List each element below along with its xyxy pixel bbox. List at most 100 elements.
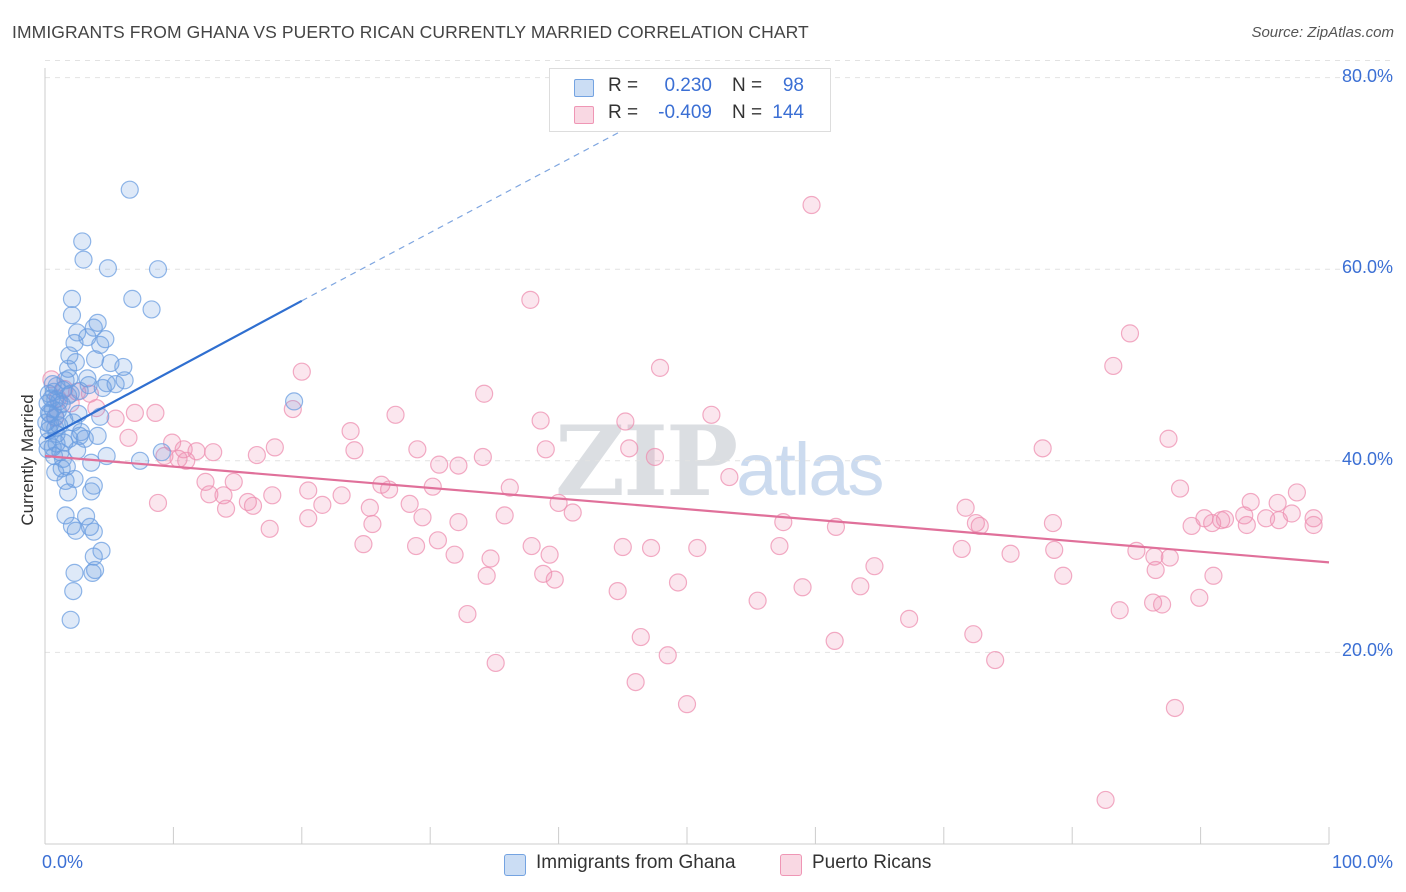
x-tick-label-min: 0.0% (42, 852, 84, 872)
puerto-rican-data-point (1304, 509, 1323, 528)
puerto-rican-data-point (1054, 566, 1073, 585)
ghana-data-point (73, 232, 92, 251)
puerto-rican-data-point (536, 440, 555, 459)
ghana-data-point (65, 563, 84, 582)
puerto-rican-data-point (1204, 566, 1223, 585)
puerto-rican-data-point (1160, 548, 1179, 567)
puerto-rican-data-point (292, 362, 311, 381)
legend-swatch (504, 854, 526, 876)
puerto-rican-data-point (406, 536, 426, 556)
puerto-rican-data-point (299, 509, 318, 528)
puerto-rican-data-point (345, 441, 364, 460)
puerto-rican-data-point (521, 290, 540, 309)
ghana-data-point (96, 330, 115, 349)
puerto-rican-data-point (477, 566, 496, 585)
puerto-rican-data-point (522, 536, 541, 556)
puerto-rican-data-point (534, 564, 553, 583)
puerto-rican-data-point (263, 486, 282, 505)
ghana-data-point (67, 323, 87, 342)
puerto-rican-data-point (851, 577, 870, 596)
puerto-rican-data-point (449, 456, 468, 475)
puerto-rican-data-point (964, 625, 983, 644)
stats-row-ghana: R = 0.230 N = 98 (550, 73, 830, 101)
puerto-rican-data-point (265, 438, 284, 457)
ghana-trend-extension (301, 129, 624, 302)
r-label: R = (608, 75, 639, 96)
puerto-rican-data-point (668, 573, 688, 592)
ghana-data-point (76, 507, 96, 526)
puerto-rican-data-point (688, 538, 707, 558)
puerto-rican-data-point (631, 627, 650, 647)
ghana-data-point (148, 260, 168, 279)
puerto-rican-trend-line (44, 454, 1330, 564)
ghana-data-point (60, 369, 79, 388)
puerto-rican-data-point (531, 411, 550, 430)
ghana-data-point (59, 359, 78, 378)
puerto-rican-data-point (260, 519, 279, 538)
puerto-rican-data-point (1146, 560, 1165, 580)
puerto-rican-data-point (1165, 698, 1185, 718)
ghana-data-point (130, 451, 150, 470)
puerto-rican-data-point (1304, 515, 1323, 535)
puerto-rican-data-point (650, 358, 670, 377)
puerto-rican-data-point (481, 549, 500, 568)
ghana-data-point (64, 581, 83, 601)
puerto-rican-data-point (283, 399, 302, 419)
ghana-data-point (284, 392, 304, 411)
ghana-data-point (38, 432, 57, 451)
stats-row-puerto-rican: R = -0.409 N = 144 (550, 100, 830, 128)
r-value: -0.409 (658, 102, 712, 123)
puerto-rican-data-point (363, 514, 382, 534)
legend-label: Puerto Ricans (812, 852, 932, 873)
puerto-rican-data-point (1045, 540, 1064, 559)
puerto-rican-data-point (1170, 479, 1190, 498)
ghana-data-point (84, 318, 103, 337)
puerto-rican-data-point (748, 591, 767, 610)
puerto-rican-data-point (449, 513, 468, 532)
puerto-rican-data-point (1104, 356, 1123, 376)
puerto-rican-data-point (146, 403, 165, 422)
ghana-data-point (50, 392, 69, 411)
puerto-rican-data-point (1287, 483, 1307, 502)
ghana-data-point (74, 250, 93, 269)
n-label: N = (732, 75, 763, 96)
puerto-rican-data-point (616, 412, 635, 431)
puerto-rican-data-point (486, 653, 505, 673)
puerto-rican-data-point (613, 537, 632, 557)
ghana-data-point (83, 563, 102, 582)
ghana-data-point (61, 610, 80, 629)
puerto-rican-data-point (956, 498, 975, 517)
puerto-rican-data-point (430, 455, 449, 474)
puerto-rican-data-point (1237, 515, 1256, 535)
ghana-data-point (62, 306, 82, 325)
y-tick-label: 20.0% (1341, 640, 1393, 661)
ghana-data-point (115, 371, 134, 390)
puerto-rican-data-point (770, 536, 789, 556)
puerto-rican-data-point (247, 445, 266, 465)
ghana-trend-line (44, 299, 303, 440)
puerto-rican-data-point (1159, 429, 1178, 448)
ghana-data-point (79, 376, 98, 395)
r-value: 0.230 (664, 75, 712, 96)
puerto-rican-data-point (658, 646, 677, 665)
puerto-rican-data-point (360, 498, 379, 517)
r-label: R = (608, 102, 639, 123)
puerto-rican-data-point (386, 405, 405, 424)
legend-label: Immigrants from Ghana (536, 852, 736, 873)
y-tick-label: 60.0% (1341, 257, 1393, 278)
puerto-rican-data-point (1152, 595, 1172, 614)
ghana-data-point (47, 434, 66, 453)
puerto-rican-data-point (106, 409, 125, 428)
ghana-data-point (85, 350, 105, 369)
ghana-data-point (142, 300, 161, 319)
puerto-rican-data-point (1043, 513, 1063, 533)
ghana-data-point (123, 289, 142, 308)
puerto-rican-data-point (1120, 324, 1140, 343)
puerto-rican-swatch (574, 106, 594, 124)
puerto-rican-data-point (354, 535, 373, 554)
ghana-swatch (574, 79, 594, 97)
puerto-rican-data-point (177, 451, 196, 470)
puerto-rican-data-point (458, 604, 477, 624)
puerto-rican-data-point (645, 447, 665, 467)
